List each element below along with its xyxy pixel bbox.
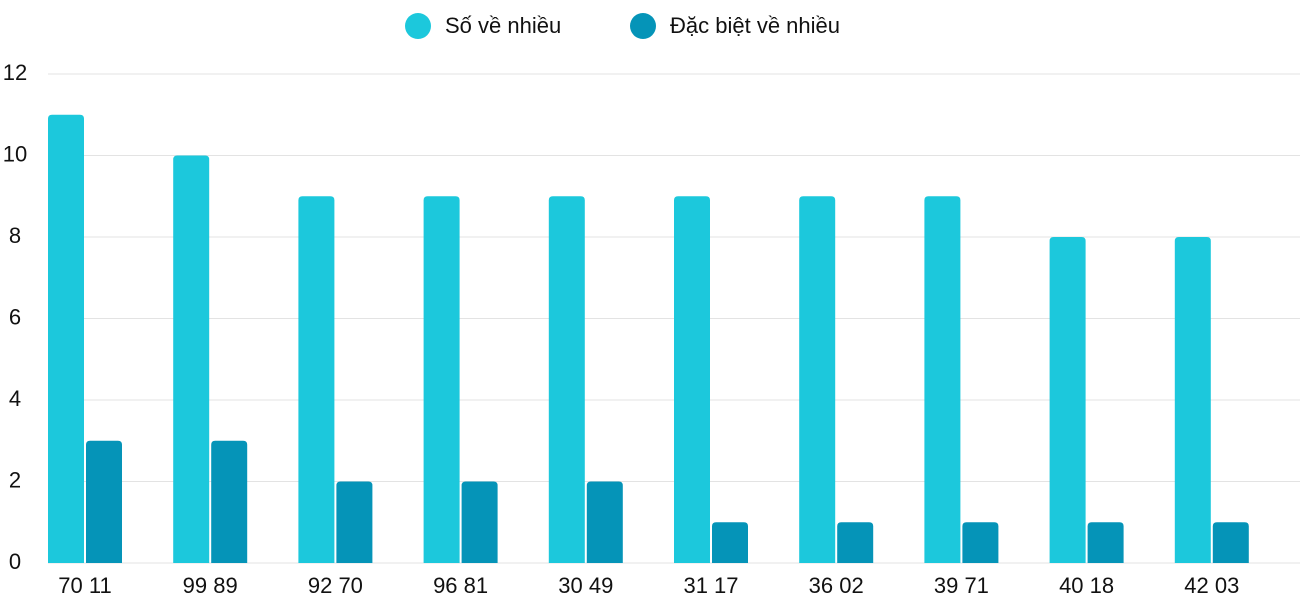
bar [336, 481, 373, 563]
y-tick-label: 10 [3, 141, 27, 166]
bar [1212, 522, 1249, 563]
bar [962, 522, 999, 563]
x-tick-label: 92 70 [308, 573, 363, 598]
bar [173, 155, 210, 563]
bar [1049, 237, 1086, 563]
bar [461, 481, 498, 563]
bar [298, 196, 335, 563]
x-tick-label: 99 89 [183, 573, 238, 598]
x-tick-label: 42 03 [1184, 573, 1239, 598]
y-tick-label: 6 [9, 304, 21, 329]
bar [48, 114, 84, 563]
x-tick-label: 39 71 [934, 573, 989, 598]
x-tick-label: 36 02 [809, 573, 864, 598]
bar [86, 440, 122, 563]
x-tick-label: 40 18 [1059, 573, 1114, 598]
bar [712, 522, 748, 563]
legend-label: Đặc biệt về nhiều [670, 13, 840, 38]
bar [586, 481, 623, 563]
legend-label: Số về nhiều [445, 13, 561, 38]
bar [837, 522, 874, 563]
legend-marker [405, 13, 431, 39]
bar [211, 440, 248, 563]
bar [924, 196, 961, 563]
y-tick-label: 4 [9, 386, 21, 411]
x-tick-label: 70 11 [58, 573, 111, 598]
x-tick-label: 31 17 [683, 573, 738, 598]
bar [423, 196, 460, 563]
x-tick-label: 30 49 [558, 573, 613, 598]
y-tick-label: 12 [3, 60, 27, 85]
bar [674, 196, 710, 563]
x-tick-label: 96 81 [433, 573, 488, 598]
bar [1174, 237, 1211, 563]
y-tick-label: 2 [9, 467, 21, 492]
y-tick-label: 0 [9, 549, 21, 574]
legend-marker [630, 13, 656, 39]
y-tick-label: 8 [9, 223, 21, 248]
bar [799, 196, 836, 563]
bar [1087, 522, 1124, 563]
bar [548, 196, 585, 563]
